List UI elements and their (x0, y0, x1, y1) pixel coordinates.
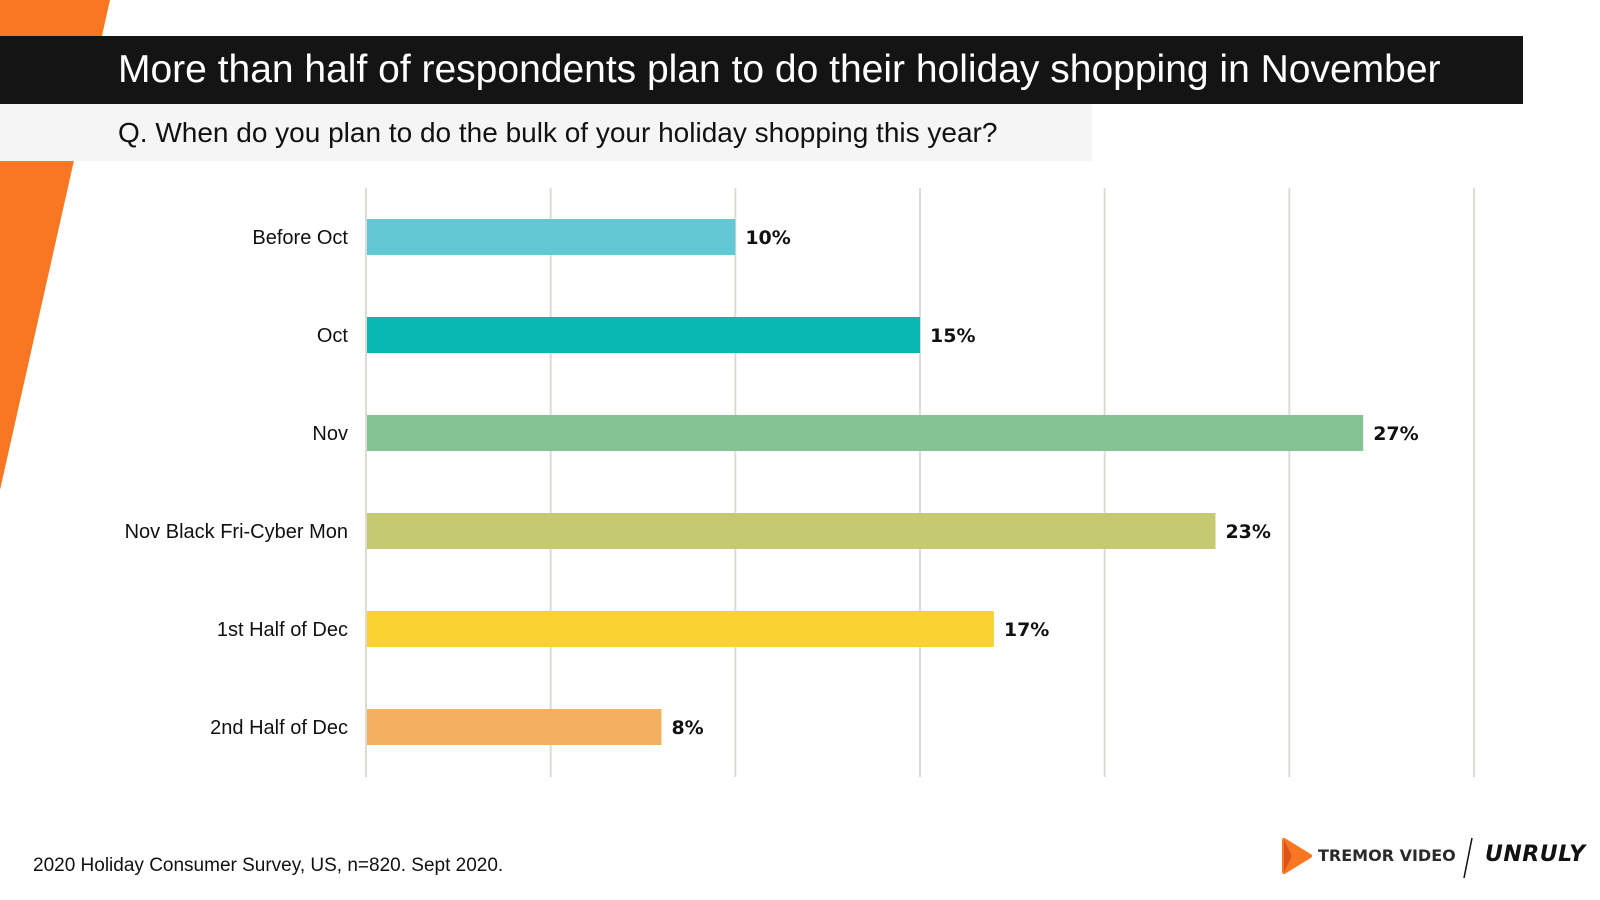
bar-4 (367, 513, 1216, 549)
bar-chart: Before Oct 10% Oct 15% Nov 27% Nov Black Fri-C… (125, 188, 1475, 777)
tremor-video-logo-icon (1282, 838, 1312, 874)
gridlines (365, 188, 1475, 777)
logo-area: TREMOR VIDEO UNRULY (1280, 836, 1585, 880)
category-label: Oct (317, 325, 349, 347)
value-label: 15% (930, 325, 975, 347)
unruly-logo-text: UNRULY (1485, 842, 1586, 867)
bar-3 (367, 415, 1364, 451)
category-label: Nov Black Fri-Cyber Mon (125, 521, 348, 543)
value-label: 10% (745, 227, 790, 249)
bar-2 (367, 317, 920, 353)
source-footnote: 2020 Holiday Consumer Survey, US, n=820.… (33, 855, 504, 876)
tremor-video-logo-text: TREMOR VIDEO (1318, 846, 1456, 865)
value-label: 27% (1373, 423, 1418, 445)
page-title: More than half of respondents plan to do… (118, 48, 1441, 91)
value-label: 17% (1004, 619, 1049, 641)
title-bar: More than half of respondents plan to do… (0, 36, 1523, 104)
category-label: Before Oct (252, 227, 348, 249)
value-label: 23% (1225, 521, 1270, 543)
survey-question: Q. When do you plan to do the bulk of yo… (118, 117, 998, 148)
bars (367, 219, 1364, 745)
category-label: 1st Half of Dec (217, 619, 348, 641)
bar-1 (367, 219, 736, 255)
category-label: 2nd Half of Dec (210, 717, 348, 739)
category-label: Nov (312, 423, 348, 445)
bar-6 (367, 709, 662, 745)
logo-divider (1463, 837, 1473, 879)
bar-5 (367, 611, 994, 647)
question-bar: Q. When do you plan to do the bulk of yo… (0, 104, 1092, 161)
labels: Before Oct 10% Oct 15% Nov 27% Nov Black Fri-C… (125, 227, 1419, 739)
value-label: 8% (671, 717, 703, 739)
